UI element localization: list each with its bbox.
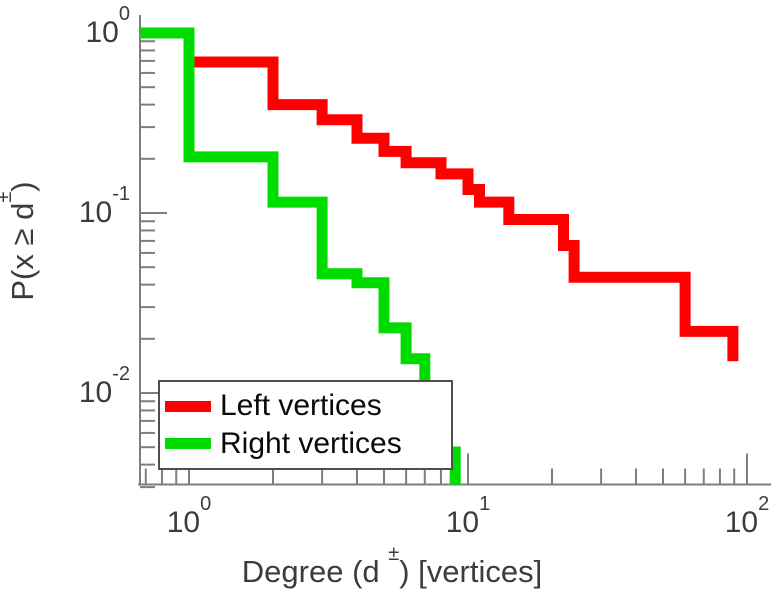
legend-item-left-vertices: Left vertices [165,391,451,421]
x-tick-label: 100 [166,493,212,539]
y-axis-label-text: P(x ≥ d [5,202,40,301]
y-tick-label: 100 [85,3,131,49]
legend-label-right-vertices: Right vertices [220,426,402,460]
y-axis-label-sup: ± [0,192,16,203]
y-tick-label: 10-1 [78,183,130,229]
x-tick-label: 102 [724,493,770,539]
legend-swatch-green-line [165,438,211,450]
legend: Left vertices Right vertices [158,380,453,470]
legend-label-left-vertices: Left vertices [220,389,382,423]
x-axis-label-text: Degree (d [241,554,389,589]
red-series-step-line [140,27,739,362]
x-tick-label: 101 [445,493,491,539]
x-axis-label: Degree (d ±) [vertices] [0,544,784,589]
x-axis-label-sup: ± [388,542,400,565]
x-axis-label-text-post: ) [vertices] [399,554,543,589]
y-axis-label: P(x ≥ d±) [0,136,49,346]
legend-item-right-vertices: Right vertices [165,426,451,460]
legend-swatch-red-line [165,400,211,412]
y-tick-label: 10-2 [78,363,130,409]
y-axis-label-text-post: ) [5,181,40,192]
